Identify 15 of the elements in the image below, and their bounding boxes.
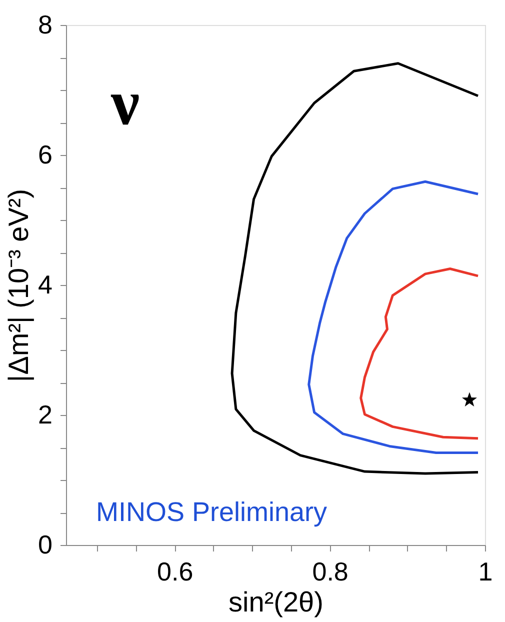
line-series [308, 180, 480, 454]
line-series [230, 62, 480, 475]
x-axis-title: sin²(2θ) [228, 586, 324, 618]
y-tick-label: 4 [38, 270, 52, 300]
annotation: MINOS Preliminary [96, 497, 328, 527]
y-axis-title: |Δm²| (10⁻³ eV²) [3, 188, 34, 382]
line-series [360, 268, 480, 440]
y-tick-label: 0 [38, 530, 52, 560]
annotation: ν [110, 67, 140, 138]
y-tick-label: 8 [38, 10, 52, 40]
x-tick-label: 0.8 [312, 556, 348, 586]
x-tick-label: 1 [478, 556, 493, 586]
x-tick-label: 0.6 [157, 556, 194, 586]
y-tick-label: 6 [38, 140, 52, 170]
y-tick-label: 2 [38, 400, 52, 430]
